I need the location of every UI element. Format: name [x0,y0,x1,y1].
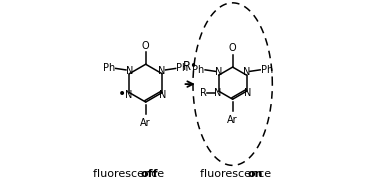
Text: off: off [141,169,159,179]
Text: •: • [118,87,126,101]
Text: N: N [215,67,222,77]
Text: Ph: Ph [176,64,189,73]
Text: N: N [244,88,251,98]
Text: fluorescence: fluorescence [93,169,167,179]
Text: fluorescence: fluorescence [200,169,274,179]
Text: N: N [159,90,167,100]
Text: Ar: Ar [227,115,238,125]
Text: Ph: Ph [103,64,115,73]
Text: N: N [126,66,133,76]
Text: Ph: Ph [261,65,273,75]
Text: R: R [200,88,207,98]
Text: Ph: Ph [192,65,204,75]
Text: R•: R• [183,60,197,73]
Text: Ar: Ar [141,118,151,128]
Text: N: N [214,88,221,98]
Text: O: O [142,41,149,51]
Text: O: O [229,43,236,53]
Text: N: N [125,90,132,100]
Text: N: N [159,66,166,76]
Text: on: on [248,169,263,179]
Text: N: N [243,67,250,77]
